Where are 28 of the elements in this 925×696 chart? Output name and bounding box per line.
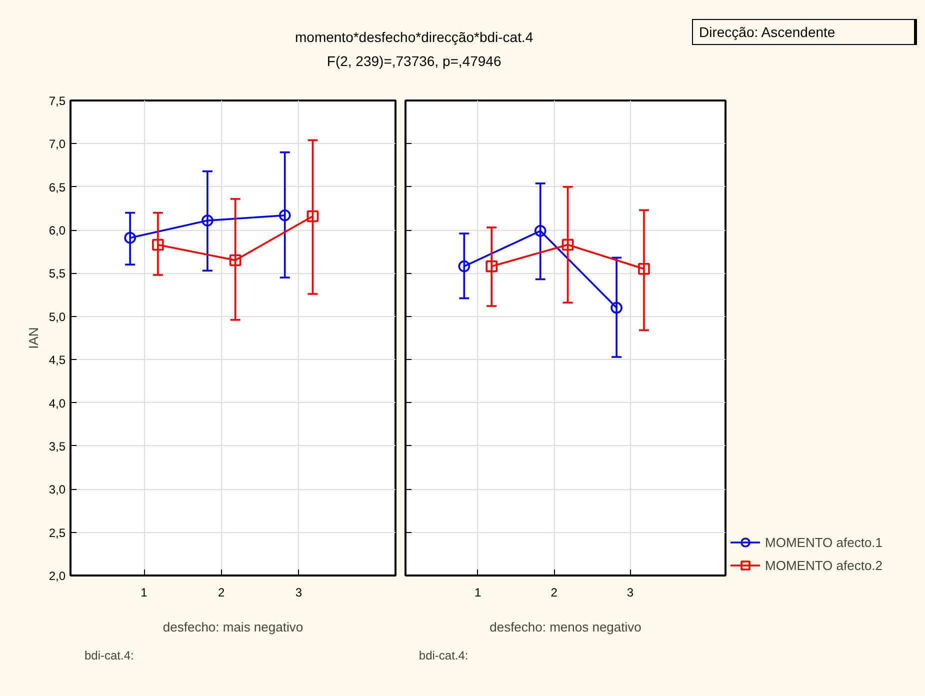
y-tick-label: 7,0 — [48, 137, 66, 152]
x-axis-title: desfecho: menos negativo — [490, 620, 642, 634]
chart-title: momento*desfecho*direcção*bdi-cat.4 — [295, 29, 534, 45]
y-tick-label: 4,0 — [48, 396, 66, 410]
y-tick-label: 4,5 — [48, 353, 66, 368]
y-tick-label: 5,5 — [48, 266, 66, 281]
text: bdi-cat.4: — [84, 648, 134, 662]
y-tick-label: 5,0 — [48, 310, 66, 324]
chart-subtitle: F(2, 239)=,73736, p=,47946 — [326, 53, 502, 69]
y-tick-label: 7,5 — [48, 94, 66, 108]
x-axis-title: desfecho: mais negativo — [162, 620, 304, 634]
legend-label: MOMENTO afecto.2 — [765, 558, 884, 572]
y-tick-label: 6,0 — [48, 224, 66, 238]
y-tick-label: 2,5 — [48, 526, 66, 540]
text: Direcção: Ascendente — [692, 19, 917, 45]
x-tick-label: 3 — [295, 586, 302, 600]
legend-label: MOMENTO afecto.1 — [765, 534, 884, 550]
x-tick-label: 1 — [474, 586, 482, 600]
y-tick-label: 3,0 — [48, 482, 66, 497]
x-tick-label: 1 — [140, 586, 148, 600]
x-tick-label: 2 — [550, 586, 558, 600]
y-tick-label: 2,0 — [48, 569, 66, 583]
text: bdi-cat.4: — [418, 648, 468, 662]
x-tick-label: 3 — [626, 586, 634, 600]
y-axis-title: IAN — [26, 327, 41, 349]
x-tick-label: 2 — [218, 586, 226, 600]
y-tick-label: 3,5 — [48, 439, 66, 454]
y-tick-label: 6,5 — [48, 180, 66, 194]
